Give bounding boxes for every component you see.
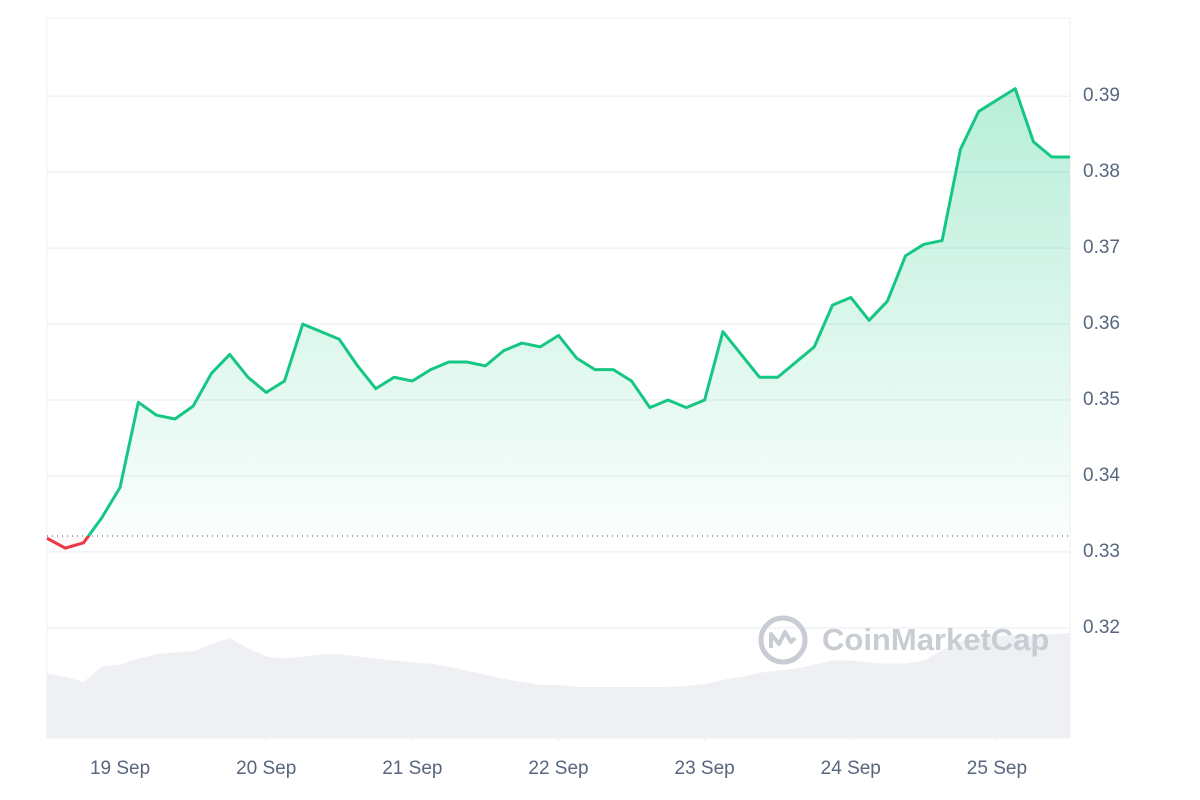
x-tick-label: 19 Sep (90, 758, 150, 779)
watermark: CoinMarketCap (822, 622, 1049, 657)
y-tick-label: 0.36 (1083, 313, 1120, 334)
volume-area (47, 633, 1070, 738)
x-tick-label: 20 Sep (236, 758, 296, 779)
y-tick-label: 0.33 (1083, 541, 1120, 562)
y-tick-label: 0.39 (1083, 85, 1120, 106)
x-tick-label: 25 Sep (967, 758, 1027, 779)
x-tick-label: 22 Sep (528, 758, 588, 779)
x-tick-label: 23 Sep (675, 758, 735, 779)
price-area (47, 88, 1070, 549)
watermark-logo (758, 615, 808, 665)
x-tick-label: 21 Sep (382, 758, 442, 779)
y-tick-label: 0.34 (1083, 465, 1120, 486)
y-tick-label: 0.38 (1083, 161, 1120, 182)
price-line (46, 87, 1070, 550)
y-tick-label: 0.35 (1083, 389, 1120, 410)
x-tick-label: 24 Sep (821, 758, 881, 779)
y-tick-label: 0.32 (1083, 617, 1120, 638)
y-tick-label: 0.37 (1083, 237, 1120, 258)
